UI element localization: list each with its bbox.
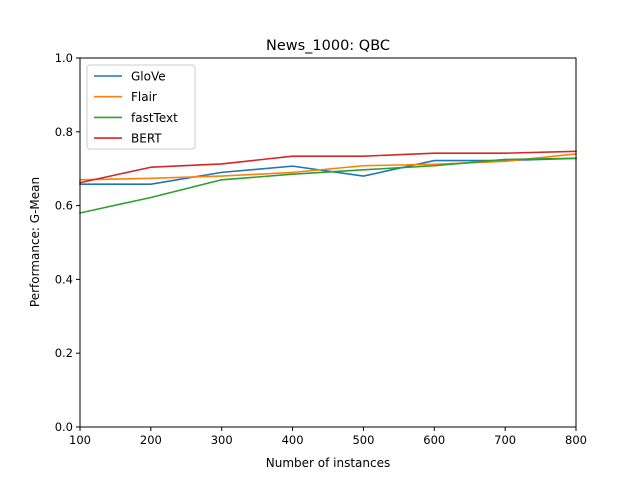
x-tick-label: 300 [211, 433, 233, 447]
series-line-fasttext [79, 157, 577, 214]
x-tick-label: 600 [423, 433, 445, 447]
plot-frame [79, 57, 577, 428]
x-tick-label: 200 [140, 433, 162, 447]
y-axis-label: Performance: G-Mean [28, 177, 42, 307]
series-line-bert [79, 150, 577, 184]
series-layer [79, 150, 577, 214]
legend-frame [86, 64, 196, 150]
legend-label-glove: GloVe [131, 70, 166, 84]
legend-label-flair: Flair [131, 90, 157, 104]
y-tick-label: 0.4 [55, 272, 73, 286]
series-line-flair [79, 153, 577, 181]
y-tick-label: 0.2 [55, 346, 73, 360]
legend: GloVe Flair fastText BERT [86, 64, 196, 150]
y-tick-label: 0.6 [55, 199, 73, 213]
legend-label-bert: BERT [131, 132, 162, 146]
y-axis: 0.0 0.2 0.4 0.6 0.8 1.0 [55, 51, 80, 434]
y-tick-label: 0.0 [55, 420, 73, 434]
x-tick-label: 100 [69, 433, 91, 447]
chart-title: News_1000: QBC [266, 38, 390, 54]
legend-label-fasttext: fastText [131, 111, 178, 125]
x-tick-label: 400 [282, 433, 304, 447]
y-tick-label: 1.0 [55, 51, 73, 65]
y-tick-label: 0.8 [55, 125, 73, 139]
x-axis-label: Number of instances [266, 456, 391, 470]
x-tick-label: 800 [565, 433, 587, 447]
x-axis: 100 200 300 400 500 600 700 800 [69, 427, 587, 447]
x-tick-label: 700 [494, 433, 516, 447]
x-tick-label: 500 [352, 433, 374, 447]
